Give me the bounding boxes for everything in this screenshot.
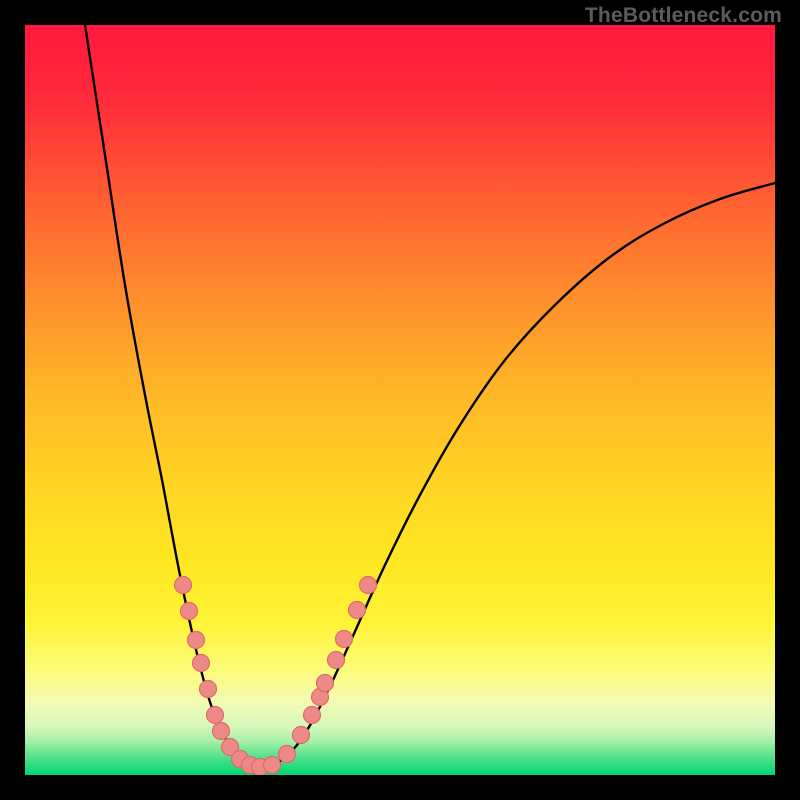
marker-point [279,746,296,763]
plot-area [25,25,775,775]
marker-point [317,675,334,692]
watermark-text: TheBottleneck.com [585,4,782,28]
marker-point [360,577,377,594]
marker-point [207,707,224,724]
marker-point [304,707,321,724]
outer-frame: TheBottleneck.com [0,0,800,800]
marker-point [200,681,217,698]
marker-point [188,632,205,649]
gradient-background [25,25,775,775]
marker-point [336,631,353,648]
marker-point [193,655,210,672]
marker-point [293,727,310,744]
marker-point [181,603,198,620]
marker-point [213,723,230,740]
marker-point [349,602,366,619]
marker-point [328,652,345,669]
marker-point [264,757,281,774]
chart-svg [25,25,775,775]
marker-point [175,577,192,594]
